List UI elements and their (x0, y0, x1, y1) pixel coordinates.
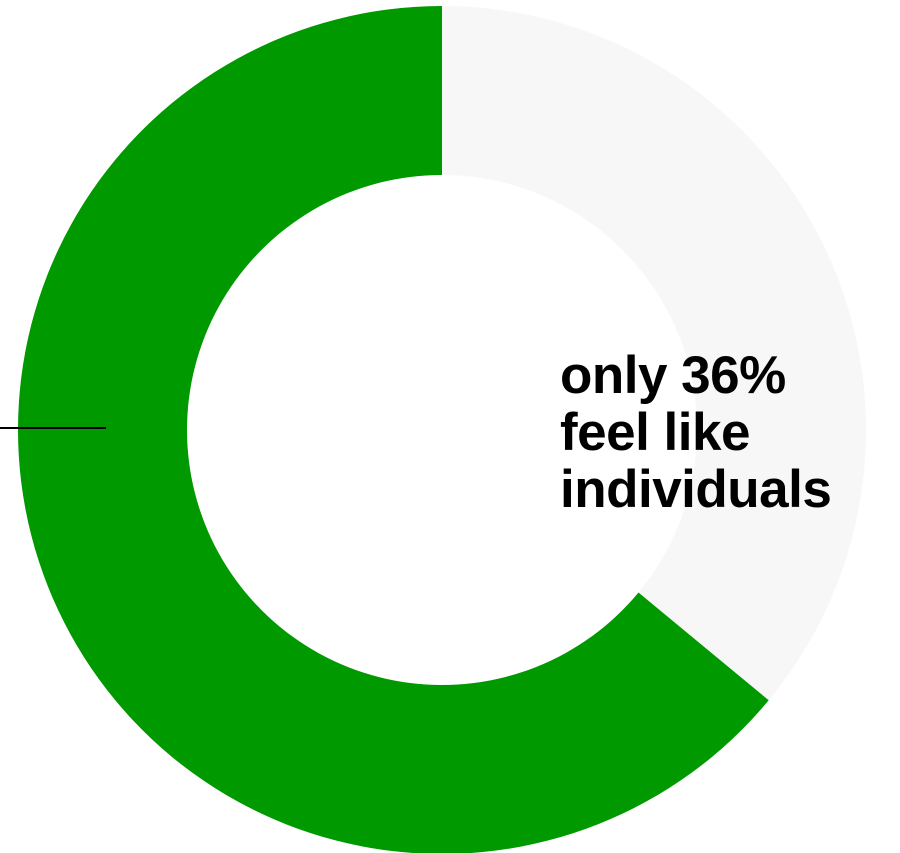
donut-slice-2 (18, 6, 769, 853)
donut-slices (18, 6, 866, 853)
annotation-line-3: individuals (560, 460, 832, 519)
annotation-line-1: only 36% (560, 346, 786, 405)
chart-annotation: only 36% feel like individuals (560, 346, 832, 519)
donut-slice-1 (442, 6, 866, 701)
annotation-line-2: feel like (560, 403, 750, 462)
annotation-leader-line (0, 427, 106, 429)
